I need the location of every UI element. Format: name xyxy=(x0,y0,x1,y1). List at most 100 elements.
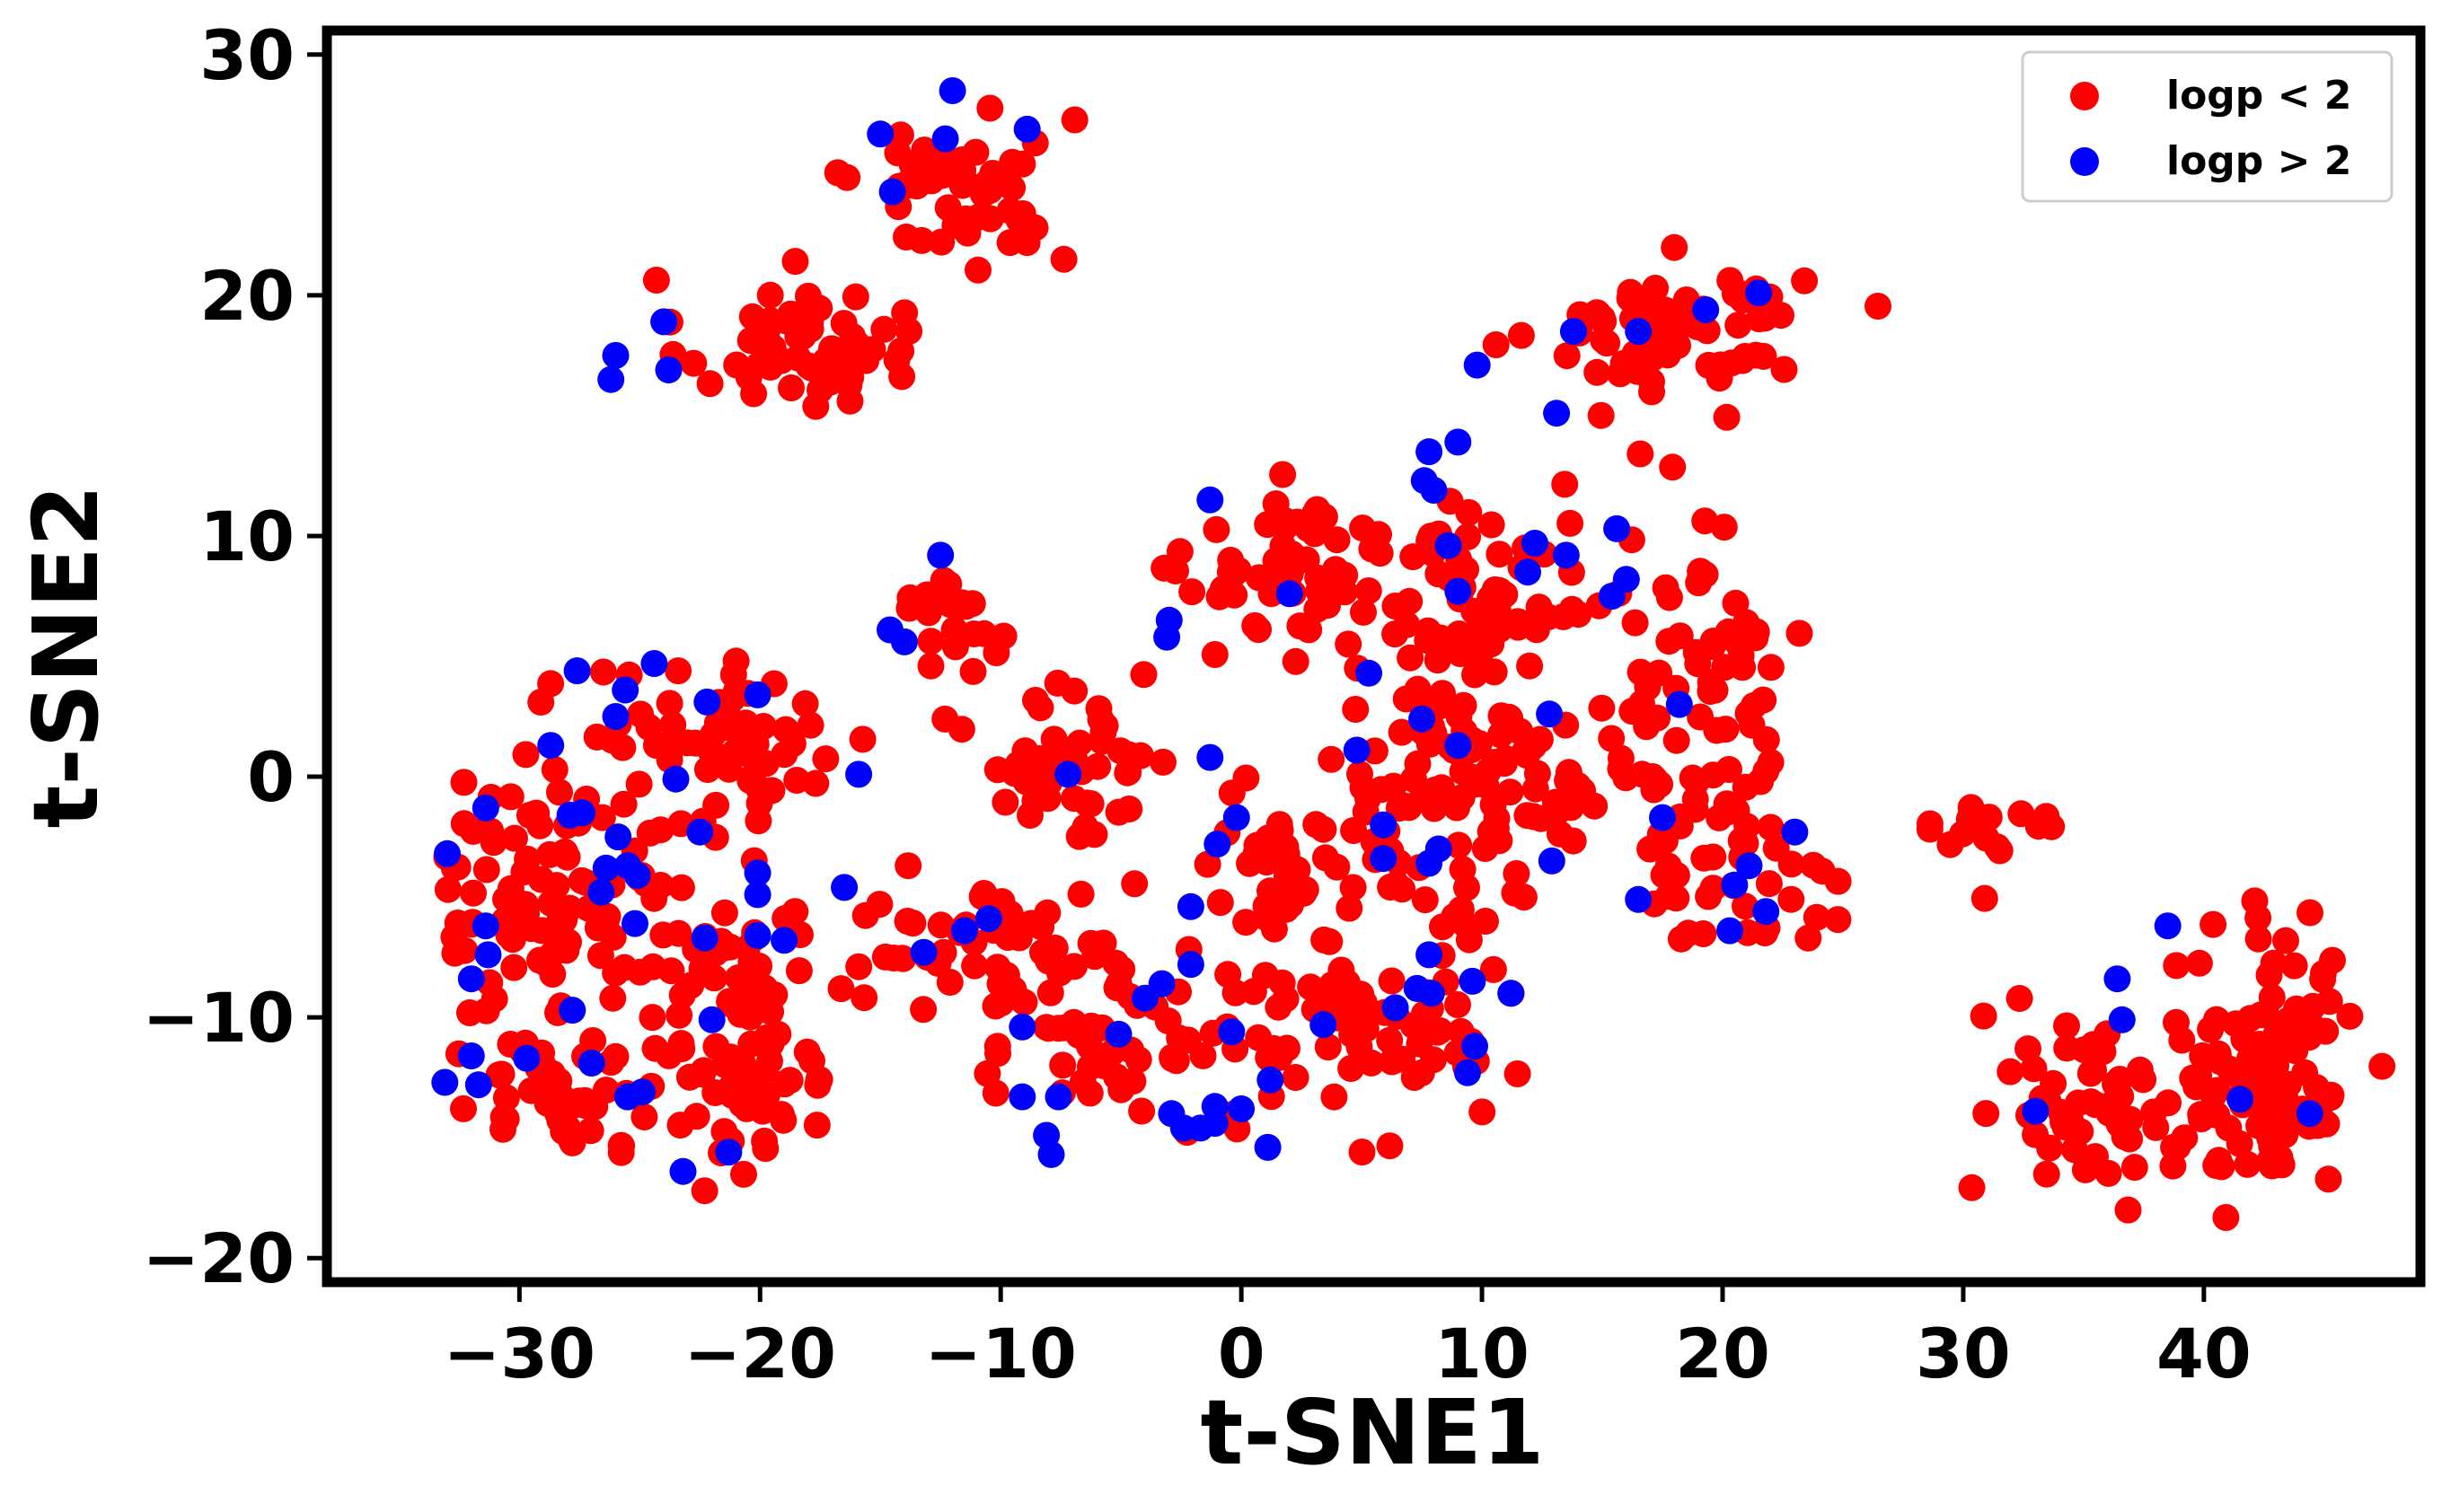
scatter-point-logp-lt-2 xyxy=(1757,813,1785,841)
scatter-point-logp-lt-2 xyxy=(1558,595,1586,623)
scatter-point-logp-gt-2 xyxy=(1408,705,1436,733)
scatter-point-logp-lt-2 xyxy=(642,267,670,294)
scatter-point-logp-lt-2 xyxy=(547,1082,575,1110)
scatter-point-logp-lt-2 xyxy=(2076,1059,2104,1087)
scatter-point-logp-lt-2 xyxy=(1001,760,1028,787)
scatter-point-logp-lt-2 xyxy=(1655,584,1683,611)
scatter-point-logp-gt-2 xyxy=(1309,1011,1337,1039)
scatter-point-logp-lt-2 xyxy=(849,725,877,753)
scatter-point-logp-lt-2 xyxy=(974,1059,1001,1087)
scatter-point-logp-gt-2 xyxy=(623,862,651,889)
scatter-point-logp-lt-2 xyxy=(1453,874,1480,901)
scatter-point-logp-lt-2 xyxy=(1102,949,1130,977)
scatter-point-logp-lt-2 xyxy=(797,309,824,337)
scatter-point-logp-lt-2 xyxy=(514,845,542,873)
scatter-point-logp-lt-2 xyxy=(1420,795,1448,822)
scatter-point-logp-lt-2 xyxy=(1750,342,1777,370)
scatter-point-logp-gt-2 xyxy=(1454,1059,1481,1086)
scatter-point-logp-lt-2 xyxy=(718,685,746,712)
scatter-point-logp-gt-2 xyxy=(691,924,718,952)
scatter-point-logp-lt-2 xyxy=(1690,844,1718,872)
scatter-point-logp-lt-2 xyxy=(1777,885,1805,913)
scatter-point-logp-lt-2 xyxy=(1466,613,1494,641)
legend-label-logp-gt-2: logp > 2 xyxy=(2166,138,2351,184)
scatter-point-logp-gt-2 xyxy=(1254,1133,1282,1161)
scatter-point-logp-lt-2 xyxy=(1189,1042,1217,1069)
scatter-point-logp-gt-2 xyxy=(1177,892,1204,920)
scatter-point-logp-lt-2 xyxy=(1551,470,1579,498)
scatter-point-logp-gt-2 xyxy=(1781,818,1809,846)
scatter-point-logp-gt-2 xyxy=(1461,1033,1488,1060)
scatter-point-logp-lt-2 xyxy=(2079,1151,2107,1179)
scatter-point-logp-lt-2 xyxy=(886,121,914,149)
scatter-point-logp-lt-2 xyxy=(1441,902,1468,930)
scatter-point-logp-lt-2 xyxy=(2244,904,2272,932)
scatter-point-logp-lt-2 xyxy=(586,942,614,970)
scatter-point-logp-lt-2 xyxy=(851,984,878,1012)
scatter-point-logp-lt-2 xyxy=(759,334,787,362)
scatter-point-logp-gt-2 xyxy=(1514,558,1541,586)
scatter-point-logp-lt-2 xyxy=(1503,860,1530,887)
scatter-point-logp-lt-2 xyxy=(2291,1059,2319,1086)
x-tick-label: 30 xyxy=(1916,1314,2011,1393)
scatter-point-logp-gt-2 xyxy=(1417,980,1445,1007)
scatter-point-logp-lt-2 xyxy=(962,138,990,166)
scatter-point-logp-lt-2 xyxy=(1166,1024,1194,1052)
scatter-point-logp-lt-2 xyxy=(754,313,782,341)
scatter-point-logp-lt-2 xyxy=(1051,1014,1079,1042)
scatter-point-logp-lt-2 xyxy=(1339,874,1367,901)
scatter-point-logp-lt-2 xyxy=(719,661,747,689)
scatter-point-logp-gt-2 xyxy=(1009,1013,1036,1041)
scatter-point-logp-gt-2 xyxy=(669,1157,697,1185)
scatter-point-logp-lt-2 xyxy=(1396,587,1424,615)
scatter-point-logp-lt-2 xyxy=(910,996,938,1024)
scatter-point-logp-gt-2 xyxy=(974,905,1002,933)
scatter-point-logp-lt-2 xyxy=(2114,1107,2142,1135)
scatter-point-logp-lt-2 xyxy=(1507,321,1535,349)
x-tick-label: 40 xyxy=(2156,1314,2252,1393)
scatter-point-logp-lt-2 xyxy=(2168,1026,2196,1054)
scatter-point-logp-lt-2 xyxy=(1480,658,1508,686)
scatter-point-logp-lt-2 xyxy=(715,755,743,783)
scatter-point-logp-lt-2 xyxy=(1916,810,1944,838)
scatter-point-logp-gt-2 xyxy=(715,1138,743,1166)
scatter-point-logp-lt-2 xyxy=(1400,765,1427,793)
scatter-point-logp-lt-2 xyxy=(1491,581,1519,609)
scatter-point-logp-lt-2 xyxy=(1684,650,1712,678)
scatter-point-logp-lt-2 xyxy=(450,1094,477,1122)
scatter-point-logp-lt-2 xyxy=(1271,514,1299,541)
scatter-point-logp-gt-2 xyxy=(1105,1020,1133,1048)
scatter-point-logp-lt-2 xyxy=(845,953,873,980)
scatter-point-logp-gt-2 xyxy=(2103,965,2131,993)
scatter-point-logp-lt-2 xyxy=(701,1079,729,1106)
scatter-point-logp-lt-2 xyxy=(1955,805,1983,833)
scatter-point-logp-gt-2 xyxy=(655,356,683,383)
scatter-point-logp-lt-2 xyxy=(970,880,998,907)
scatter-point-logp-lt-2 xyxy=(527,689,555,716)
scatter-point-logp-lt-2 xyxy=(785,957,813,985)
scatter-point-logp-lt-2 xyxy=(558,1127,586,1155)
scatter-point-logp-gt-2 xyxy=(472,912,499,940)
scatter-point-logp-lt-2 xyxy=(512,741,540,769)
scatter-point-logp-lt-2 xyxy=(1323,526,1351,554)
scatter-point-logp-lt-2 xyxy=(675,1063,703,1091)
scatter-point-logp-gt-2 xyxy=(1228,1095,1256,1122)
scatter-point-logp-gt-2 xyxy=(1625,318,1653,346)
scatter-point-logp-lt-2 xyxy=(1241,611,1269,639)
scatter-point-logp-lt-2 xyxy=(1732,609,1760,637)
scatter-point-logp-lt-2 xyxy=(1581,792,1609,820)
scatter-point-logp-lt-2 xyxy=(1492,744,1520,772)
scatter-point-logp-lt-2 xyxy=(745,789,773,817)
scatter-point-logp-lt-2 xyxy=(1349,774,1377,802)
scatter-point-logp-lt-2 xyxy=(2203,1101,2231,1129)
scatter-point-logp-gt-2 xyxy=(650,308,678,336)
scatter-point-logp-gt-2 xyxy=(1153,623,1181,651)
scatter-point-logp-gt-2 xyxy=(910,938,938,966)
scatter-point-logp-gt-2 xyxy=(1009,1083,1036,1111)
scatter-point-logp-lt-2 xyxy=(1713,790,1741,818)
scatter-point-logp-lt-2 xyxy=(1593,330,1621,357)
scatter-point-logp-lt-2 xyxy=(592,908,620,936)
scatter-point-logp-lt-2 xyxy=(1378,967,1406,995)
scatter-point-logp-lt-2 xyxy=(1521,775,1549,803)
scatter-point-logp-lt-2 xyxy=(1130,661,1158,689)
